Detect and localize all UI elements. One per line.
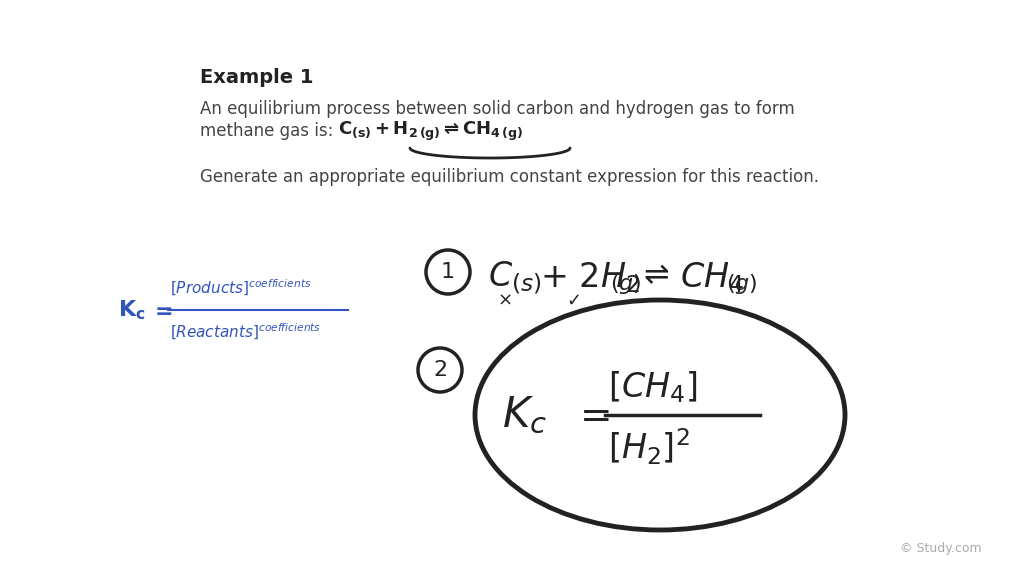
Text: © Study.com: © Study.com bbox=[900, 542, 982, 555]
Text: $\mathbf{C_{(s)} + H_{2\,(g)} \rightleftharpoons CH_{4\,(g)}}$: $\mathbf{C_{(s)} + H_{2\,(g)} \rightleft… bbox=[338, 120, 523, 143]
Text: 2: 2 bbox=[433, 360, 447, 380]
Text: $CH_4$: $CH_4$ bbox=[680, 261, 744, 295]
Text: $K_c$: $K_c$ bbox=[502, 394, 547, 436]
Text: $[H_2]^2$: $[H_2]^2$ bbox=[608, 427, 690, 467]
Text: $C_{(s)}$: $C_{(s)}$ bbox=[488, 260, 542, 297]
Text: An equilibrium process between solid carbon and hydrogen gas to form: An equilibrium process between solid car… bbox=[200, 100, 795, 118]
Text: $+ \ 2H_2$: $+ \ 2H_2$ bbox=[540, 261, 640, 295]
Text: $[CH_4]$: $[CH_4]$ bbox=[608, 369, 697, 405]
Text: $(g)$: $(g)$ bbox=[726, 272, 758, 296]
Text: $[Products]^{coefficients}$: $[Products]^{coefficients}$ bbox=[170, 278, 311, 298]
Text: $\mathbf{=}$: $\mathbf{=}$ bbox=[150, 300, 173, 320]
Text: Generate an appropriate equilibrium constant expression for this reaction.: Generate an appropriate equilibrium cons… bbox=[200, 168, 819, 186]
Text: 1: 1 bbox=[441, 262, 455, 282]
Text: $=$: $=$ bbox=[572, 396, 610, 434]
Text: methane gas is:: methane gas is: bbox=[200, 122, 349, 140]
Text: Example 1: Example 1 bbox=[200, 68, 313, 87]
Text: $\rightleftharpoons$: $\rightleftharpoons$ bbox=[638, 262, 670, 290]
Text: $\mathbf{K_c}$: $\mathbf{K_c}$ bbox=[118, 298, 145, 322]
Text: $\times$: $\times$ bbox=[497, 291, 511, 309]
Text: $[Reactants]^{coefficients}$: $[Reactants]^{coefficients}$ bbox=[170, 322, 322, 342]
Text: $\checkmark$: $\checkmark$ bbox=[566, 291, 580, 309]
Text: $(g)$: $(g)$ bbox=[610, 272, 642, 296]
